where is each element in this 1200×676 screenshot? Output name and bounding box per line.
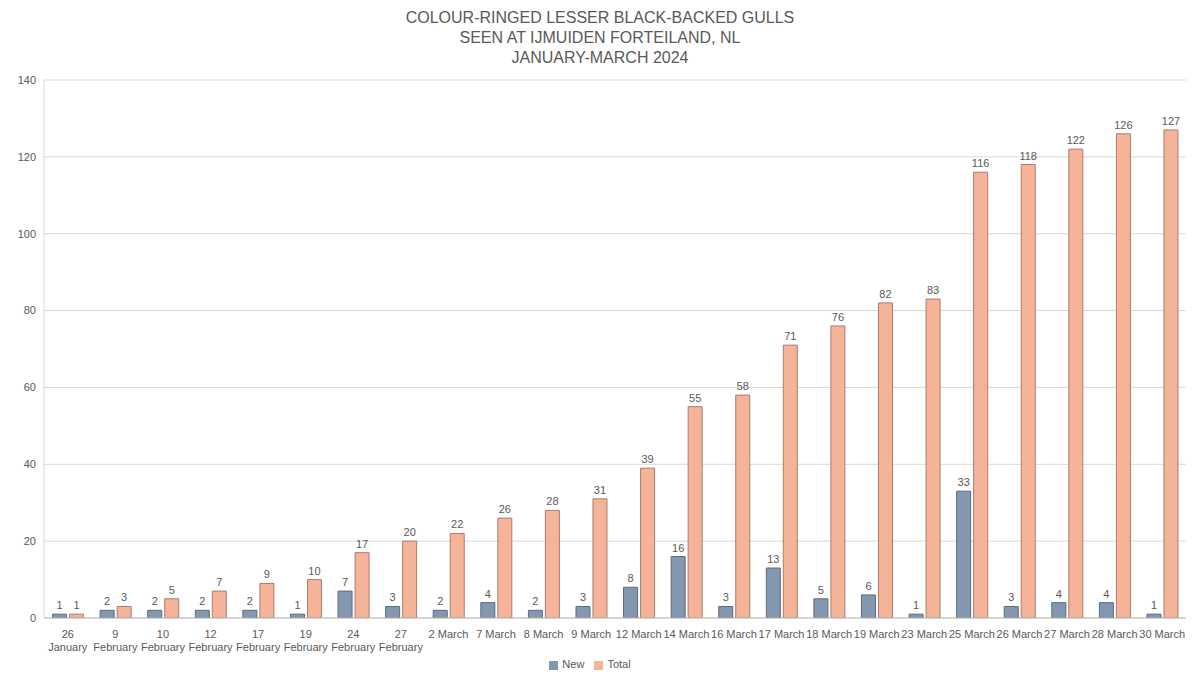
svg-text:24February: 24February xyxy=(331,628,376,653)
svg-text:12 March: 12 March xyxy=(616,628,662,640)
svg-text:3: 3 xyxy=(723,591,729,603)
svg-text:127: 127 xyxy=(1162,115,1180,127)
svg-text:1: 1 xyxy=(74,599,80,611)
svg-text:6: 6 xyxy=(865,580,871,592)
svg-text:40: 40 xyxy=(24,458,36,470)
svg-text:13: 13 xyxy=(767,553,779,565)
svg-text:126: 126 xyxy=(1114,119,1132,131)
svg-text:10February: 10February xyxy=(141,628,186,653)
svg-text:7: 7 xyxy=(342,576,348,588)
svg-text:28 March: 28 March xyxy=(1092,628,1138,640)
svg-text:18 March: 18 March xyxy=(806,628,852,640)
svg-text:4: 4 xyxy=(485,588,491,600)
svg-text:33: 33 xyxy=(958,476,970,488)
svg-text:100: 100 xyxy=(18,228,36,240)
html-text:COLOUR-RINGED LESSER BLACK-BAC: COLOUR-RINGED LESSER BLACK-BACKED GULLS xyxy=(405,9,795,26)
svg-text:82: 82 xyxy=(879,288,891,300)
svg-text:4: 4 xyxy=(1056,588,1062,600)
html-text:SEEN AT IJMUIDEN FORTEILAND, N: SEEN AT IJMUIDEN FORTEILAND, NL xyxy=(459,29,741,46)
svg-text:14 March: 14 March xyxy=(663,628,709,640)
svg-text:26 March: 26 March xyxy=(997,628,1043,640)
svg-text:2: 2 xyxy=(152,595,158,607)
svg-text:8 March: 8 March xyxy=(524,628,564,640)
svg-text:30 March: 30 March xyxy=(1139,628,1185,640)
svg-text:27February: 27February xyxy=(379,628,424,653)
svg-text:71: 71 xyxy=(784,330,796,342)
svg-text:1: 1 xyxy=(913,599,919,611)
svg-text:19 March: 19 March xyxy=(854,628,900,640)
svg-text:7: 7 xyxy=(216,576,222,588)
svg-text:4: 4 xyxy=(1103,588,1109,600)
svg-text:3: 3 xyxy=(390,591,396,603)
svg-text:16: 16 xyxy=(672,542,684,554)
svg-text:19February: 19February xyxy=(284,628,329,653)
svg-text:118: 118 xyxy=(1019,150,1037,162)
svg-text:17February: 17February xyxy=(236,628,281,653)
svg-text:5: 5 xyxy=(169,584,175,596)
svg-text:122: 122 xyxy=(1067,134,1085,146)
svg-text:10: 10 xyxy=(308,565,320,577)
svg-text:0: 0 xyxy=(30,612,36,624)
svg-text:140: 140 xyxy=(18,74,36,86)
svg-text:12February: 12February xyxy=(189,628,234,653)
svg-text:26: 26 xyxy=(499,503,511,515)
svg-text:83: 83 xyxy=(927,284,939,296)
svg-text:3: 3 xyxy=(121,591,127,603)
svg-text:2: 2 xyxy=(199,595,205,607)
html-text:Total: Total xyxy=(607,658,631,670)
svg-text:120: 120 xyxy=(18,151,36,163)
svg-text:9 March: 9 March xyxy=(571,628,611,640)
html-text:JANUARY-MARCH 2024: JANUARY-MARCH 2024 xyxy=(511,49,689,66)
svg-text:5: 5 xyxy=(818,584,824,596)
svg-text:17: 17 xyxy=(356,538,368,550)
svg-text:9: 9 xyxy=(264,568,270,580)
svg-text:3: 3 xyxy=(580,591,586,603)
svg-text:2: 2 xyxy=(104,595,110,607)
svg-text:2: 2 xyxy=(437,595,443,607)
svg-text:1: 1 xyxy=(1151,599,1157,611)
svg-text:39: 39 xyxy=(641,453,653,465)
svg-text:58: 58 xyxy=(737,380,749,392)
svg-text:116: 116 xyxy=(972,157,990,169)
svg-text:20: 20 xyxy=(404,526,416,538)
svg-text:2 March: 2 March xyxy=(429,628,469,640)
svg-text:9February: 9February xyxy=(93,628,138,653)
svg-text:17 March: 17 March xyxy=(759,628,805,640)
svg-text:2: 2 xyxy=(247,595,253,607)
svg-text:76: 76 xyxy=(832,311,844,323)
svg-text:55: 55 xyxy=(689,392,701,404)
svg-text:1: 1 xyxy=(57,599,63,611)
svg-text:22: 22 xyxy=(451,518,463,530)
svg-text:80: 80 xyxy=(24,304,36,316)
svg-text:20: 20 xyxy=(24,535,36,547)
svg-text:27 March: 27 March xyxy=(1044,628,1090,640)
svg-text:25 March: 25 March xyxy=(949,628,995,640)
svg-text:2: 2 xyxy=(532,595,538,607)
svg-text:31: 31 xyxy=(594,484,606,496)
svg-text:3: 3 xyxy=(1008,591,1014,603)
svg-text:1: 1 xyxy=(294,599,300,611)
svg-text:23 March: 23 March xyxy=(901,628,947,640)
svg-text:8: 8 xyxy=(628,572,634,584)
svg-text:28: 28 xyxy=(546,495,558,507)
svg-text:60: 60 xyxy=(24,381,36,393)
svg-text:16 March: 16 March xyxy=(711,628,757,640)
html-text:New: New xyxy=(562,658,585,670)
svg-text:26January: 26January xyxy=(48,628,88,653)
svg-text:7 March: 7 March xyxy=(476,628,516,640)
